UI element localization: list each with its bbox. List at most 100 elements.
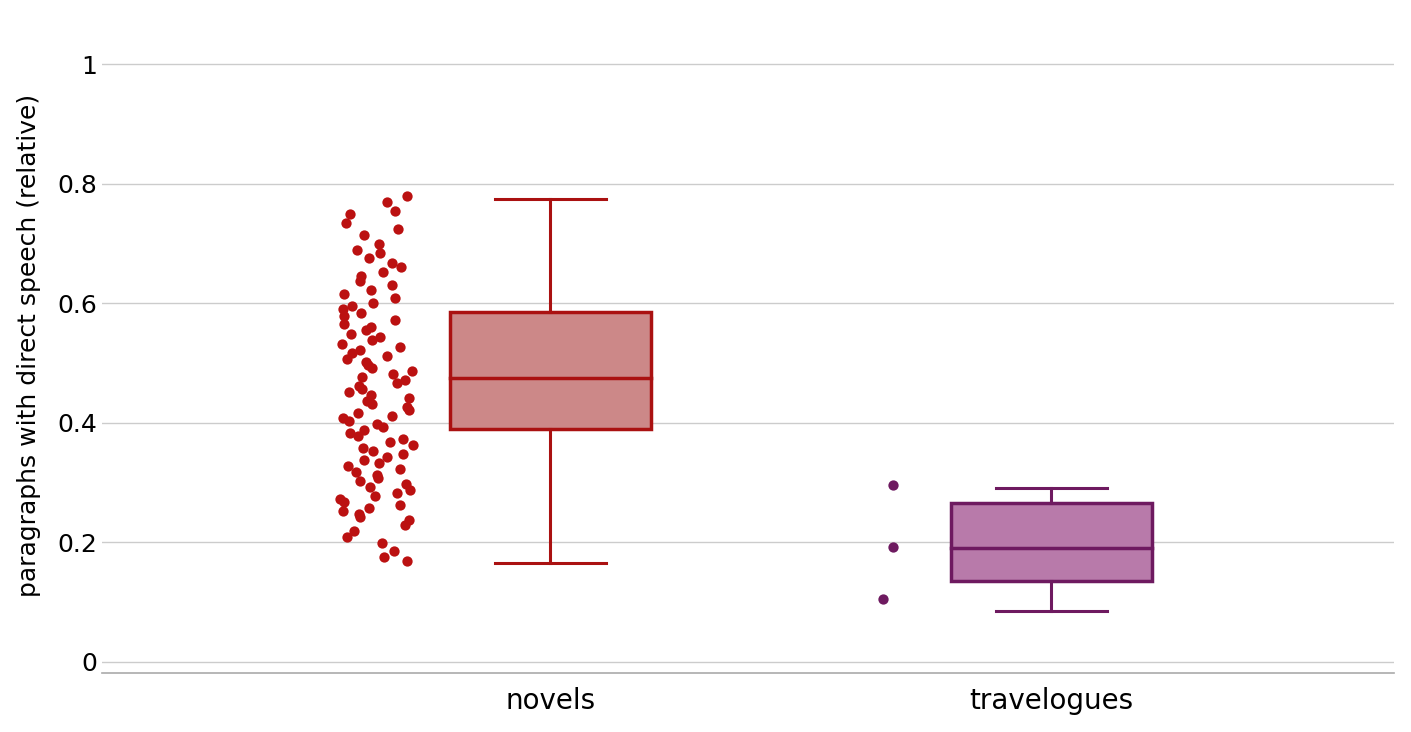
Point (395, 556, 418, 567)
Point (351, 442, 374, 454)
Point (349, 475, 371, 487)
Point (367, 469, 389, 481)
Point (350, 271, 373, 283)
Point (332, 413, 354, 425)
Point (398, 403, 420, 415)
Point (360, 482, 382, 493)
Point (361, 335, 384, 346)
Point (349, 511, 371, 523)
Point (353, 425, 375, 436)
Point (398, 514, 420, 526)
Point (340, 328, 363, 340)
Y-axis label: paragraphs with direct speech (relative): paragraphs with direct speech (relative) (17, 94, 41, 597)
Point (368, 247, 391, 258)
Point (402, 439, 425, 451)
Point (398, 392, 420, 403)
Point (395, 478, 418, 490)
Point (882, 479, 904, 490)
Point (371, 422, 394, 433)
Point (360, 389, 382, 400)
Point (351, 383, 374, 395)
Point (344, 466, 367, 478)
Point (333, 310, 356, 322)
Point (346, 244, 368, 255)
Point (358, 253, 381, 264)
Point (333, 288, 356, 300)
Point (375, 350, 398, 362)
Point (360, 321, 382, 333)
FancyBboxPatch shape (450, 313, 650, 429)
Point (354, 356, 377, 367)
Point (361, 446, 384, 458)
Point (330, 338, 353, 350)
Point (368, 238, 391, 250)
Point (333, 496, 356, 508)
Point (340, 347, 363, 359)
Point (341, 300, 364, 312)
Point (384, 205, 406, 217)
Point (392, 449, 415, 460)
Point (337, 386, 360, 397)
Point (349, 344, 371, 356)
Point (339, 416, 361, 427)
Point (339, 208, 361, 220)
Point (371, 537, 394, 549)
Point (387, 488, 409, 499)
Point (394, 374, 416, 386)
Point (384, 293, 406, 305)
Point (364, 490, 387, 502)
Point (336, 460, 358, 472)
Point (361, 362, 384, 373)
Point (365, 419, 388, 430)
Point (349, 274, 371, 286)
Point (332, 303, 354, 315)
Point (381, 257, 404, 269)
Point (367, 472, 389, 484)
Point (371, 266, 394, 278)
Point (394, 520, 416, 531)
Point (882, 541, 904, 553)
Point (356, 324, 378, 336)
Point (347, 380, 370, 392)
Point (339, 427, 361, 439)
Point (384, 545, 406, 557)
Point (384, 314, 406, 326)
Point (389, 499, 412, 511)
Point (360, 397, 382, 409)
Point (375, 196, 398, 208)
Point (872, 593, 895, 605)
Point (387, 377, 409, 389)
Point (361, 297, 384, 309)
Point (353, 455, 375, 466)
Point (329, 493, 351, 505)
Point (396, 190, 419, 201)
Point (401, 365, 423, 376)
Point (347, 430, 370, 442)
Point (332, 505, 354, 517)
Point (398, 485, 420, 496)
Point (368, 458, 391, 469)
Point (368, 332, 391, 343)
Point (333, 318, 356, 330)
FancyBboxPatch shape (951, 504, 1151, 581)
Point (375, 452, 398, 463)
Point (353, 228, 375, 240)
Point (378, 436, 401, 448)
Point (382, 368, 405, 380)
Point (357, 359, 380, 370)
Point (356, 395, 378, 406)
Point (389, 341, 412, 353)
Point (334, 217, 357, 228)
Point (347, 407, 370, 419)
Point (336, 353, 358, 365)
Point (380, 280, 402, 291)
Point (388, 463, 411, 475)
Point (381, 410, 404, 422)
Point (351, 371, 374, 383)
Point (336, 531, 358, 543)
Point (350, 307, 373, 319)
Point (387, 223, 409, 234)
Point (347, 508, 370, 520)
Point (389, 261, 412, 273)
Point (396, 400, 419, 412)
